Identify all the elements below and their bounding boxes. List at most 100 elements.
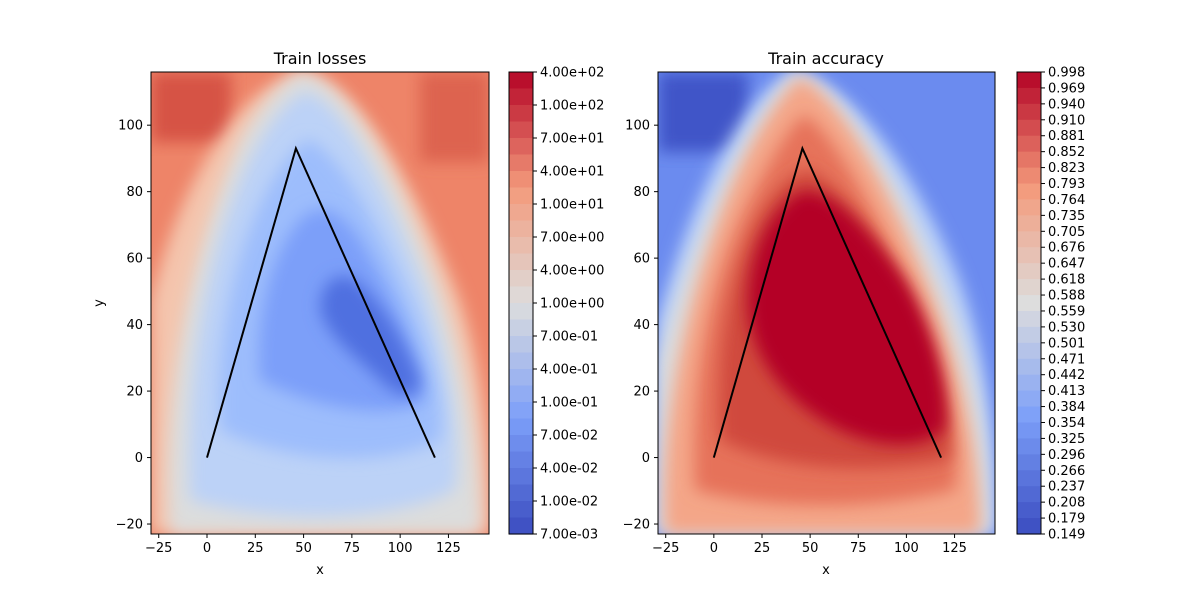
losses-y-tick-label: 20 — [126, 385, 143, 400]
accuracy-colorbar-label: 0.179 — [1048, 512, 1085, 527]
losses-colorbar-label: 1.00e-01 — [540, 396, 598, 411]
losses-colorbar-label: 4.00e-01 — [540, 363, 598, 378]
accuracy-x-tick-label: −25 — [652, 541, 679, 556]
losses-y-ticks: −20 0 20 40 60 80 100 — [116, 119, 151, 533]
losses-colorbar-swatch — [509, 270, 533, 288]
accuracy-colorbar-swatch — [1017, 135, 1041, 153]
losses-colorbar-label: 4.00e+01 — [540, 165, 604, 180]
losses-x-tick-label: 100 — [388, 541, 413, 556]
accuracy-colorbar-swatch — [1017, 342, 1041, 360]
accuracy-x-tick-label: 100 — [894, 541, 919, 556]
losses-colorbar-swatch — [509, 154, 533, 172]
accuracy-colorbar-label: 0.998 — [1048, 66, 1085, 81]
accuracy-colorbar-label: 0.384 — [1048, 400, 1085, 415]
accuracy-heatmap — [658, 72, 995, 534]
accuracy-colorbar-label: 0.266 — [1048, 464, 1085, 479]
losses-axes-frame — [150, 71, 490, 535]
losses-colorbar-swatch — [509, 237, 533, 255]
losses-x-ticks: −25 0 25 50 75 100 125 — [145, 534, 461, 556]
losses-colorbar-label: 1.00e+02 — [540, 99, 604, 114]
losses-colorbar-label: 4.00e+00 — [540, 264, 604, 279]
accuracy-y-tick-label: 40 — [633, 318, 650, 333]
accuracy-colorbar-swatch — [1017, 358, 1041, 376]
losses-colorbar-label: 4.00e-02 — [540, 462, 598, 477]
losses-x-tick-label: 75 — [344, 541, 361, 556]
accuracy-colorbar-label: 0.471 — [1048, 352, 1085, 367]
accuracy-colorbar-label: 0.647 — [1048, 257, 1085, 272]
losses-colorbar-swatch — [509, 336, 533, 354]
accuracy-colorbar-swatch — [1017, 231, 1041, 248]
losses-heatmap — [151, 72, 489, 534]
losses-y-tick-label: 0 — [135, 451, 143, 466]
losses-colorbar-swatch — [509, 435, 533, 453]
losses-colorbar-swatch — [509, 121, 533, 139]
accuracy-colorbar-swatch — [1017, 326, 1041, 344]
accuracy-colorbar-swatch — [1017, 151, 1041, 169]
accuracy-colorbar-swatch — [1017, 167, 1041, 185]
accuracy-colorbar-swatch — [1017, 199, 1041, 216]
losses-colorbar-label: 1.00e-02 — [540, 495, 598, 510]
losses-y-tick-label: 80 — [126, 185, 143, 200]
accuracy-colorbar-label: 0.237 — [1048, 480, 1085, 495]
accuracy-colorbar-label: 0.881 — [1048, 129, 1085, 144]
accuracy-colorbar-swatches — [1017, 72, 1041, 535]
accuracy-colorbar-swatch — [1017, 72, 1041, 89]
accuracy-colorbar-swatch — [1017, 438, 1041, 455]
accuracy-colorbar-label: 0.296 — [1048, 448, 1085, 463]
losses-colorbar-swatch — [509, 501, 533, 519]
accuracy-x-tick-label: 75 — [850, 541, 867, 556]
accuracy-x-tick-label: 50 — [802, 541, 819, 556]
accuracy-colorbar-swatch — [1017, 87, 1041, 105]
losses-colorbar-swatch — [509, 484, 533, 502]
losses-colorbar-label: 1.00e+00 — [540, 297, 604, 312]
accuracy-y-tick-label: 60 — [633, 252, 650, 267]
losses-colorbar-label: 7.00e-01 — [540, 330, 598, 345]
accuracy-colorbar-swatch — [1017, 183, 1041, 201]
accuracy-colorbar-label: 0.149 — [1048, 528, 1085, 543]
accuracy-panel: Train accuracy −25 0 25 50 75 100 125 −20 0 20 40… — [623, 49, 1086, 578]
accuracy-x-label: x — [822, 563, 830, 578]
accuracy-colorbar-swatch — [1017, 119, 1041, 137]
losses-y-tick-label: −20 — [116, 518, 143, 533]
losses-colorbar-swatch — [509, 253, 533, 271]
losses-colorbar: 4.00e+02 1.00e+02 7.00e+01 4.00e+01 1.00e+01… — [508, 66, 604, 543]
accuracy-y-tick-label: 100 — [625, 119, 650, 134]
losses-colorbar-swatch — [509, 451, 533, 469]
losses-colorbar-label: 7.00e-02 — [540, 429, 598, 444]
losses-colorbar-swatch — [509, 286, 533, 304]
accuracy-colorbar-swatch — [1017, 103, 1041, 121]
losses-colorbar-swatch — [509, 303, 533, 321]
losses-colorbar-swatch — [509, 319, 533, 337]
accuracy-colorbar-label: 0.588 — [1048, 289, 1085, 304]
accuracy-colorbar-label: 0.208 — [1048, 496, 1085, 511]
losses-x-tick-label: 25 — [247, 541, 264, 556]
losses-x-tick-label: 50 — [295, 541, 312, 556]
losses-colorbar-swatch — [509, 88, 533, 106]
accuracy-colorbar-label: 0.735 — [1048, 209, 1085, 224]
losses-panel: Train losses −25 0 25 50 75 100 125 −20 0 20 40 60… — [92, 49, 604, 578]
accuracy-colorbar-label: 0.910 — [1048, 113, 1085, 128]
losses-colorbar-swatch — [509, 105, 533, 123]
losses-colorbar-label: 1.00e+01 — [540, 198, 604, 213]
accuracy-y-ticks: −20 0 20 40 60 80 100 — [623, 119, 658, 533]
accuracy-colorbar-swatch — [1017, 470, 1041, 487]
accuracy-colorbar-label: 0.764 — [1048, 193, 1085, 208]
losses-colorbar-label: 4.00e+02 — [540, 66, 604, 81]
losses-colorbar-label: 7.00e+01 — [540, 132, 604, 147]
accuracy-colorbar-swatch — [1017, 247, 1041, 264]
losses-colorbar-swatch — [509, 204, 533, 222]
losses-colorbar-swatch — [509, 402, 533, 420]
accuracy-colorbar-swatch — [1017, 295, 1041, 312]
accuracy-colorbar-label: 0.823 — [1048, 161, 1085, 176]
losses-colorbar-swatch — [509, 220, 533, 238]
accuracy-colorbar-label: 0.413 — [1048, 384, 1085, 399]
losses-colorbar-label: 7.00e-03 — [540, 528, 598, 543]
accuracy-x-tick-label: 25 — [754, 541, 771, 556]
losses-title: Train losses — [273, 49, 367, 68]
losses-colorbar-swatch — [509, 171, 533, 189]
accuracy-colorbar-swatch — [1017, 502, 1041, 519]
accuracy-colorbar-swatch — [1017, 310, 1041, 328]
losses-corner-tl — [151, 72, 231, 142]
losses-corner-tr — [420, 72, 489, 162]
